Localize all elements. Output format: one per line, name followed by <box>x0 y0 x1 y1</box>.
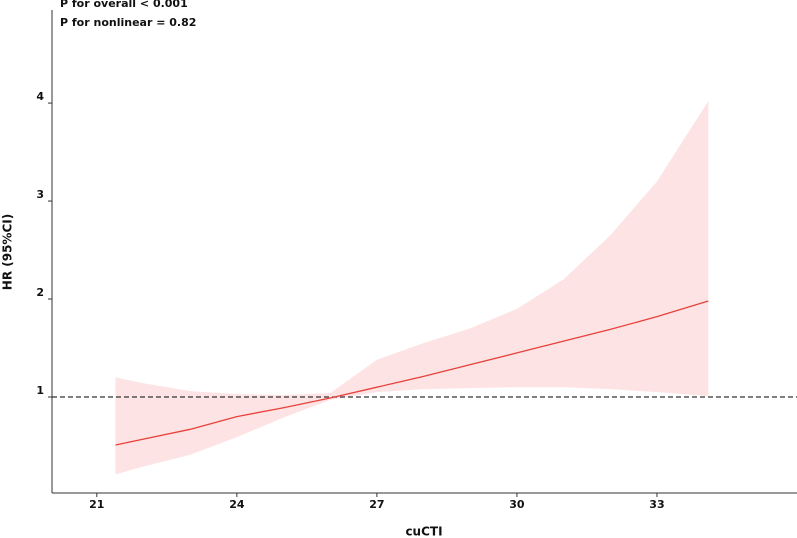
y-tick-label: 4 <box>36 90 44 103</box>
y-axis-title: HR (95%CI) <box>1 214 15 290</box>
hr-line <box>115 300 709 446</box>
x-tick-label: 30 <box>509 498 525 511</box>
x-tick-label: 24 <box>229 498 245 511</box>
x-tick-label: 21 <box>89 498 104 511</box>
x-tick-label: 27 <box>369 498 384 511</box>
annotation: P for overall < 0.001 <box>60 0 188 10</box>
y-tick-label: 1 <box>36 384 44 397</box>
annotation: P for nonlinear = 0.82 <box>60 16 196 29</box>
y-tick-label: 2 <box>36 286 44 299</box>
ci-band <box>115 101 709 475</box>
x-axis-title: cuCTI <box>405 525 442 538</box>
y-tick-label: 3 <box>36 188 44 201</box>
x-tick-label: 33 <box>649 498 664 511</box>
